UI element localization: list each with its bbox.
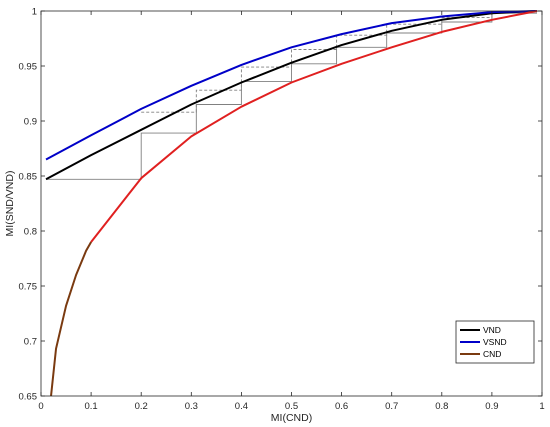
trajectory-group [46,11,537,180]
legend: VND VSND CND [455,320,535,364]
series-line-vsnd [45,10,538,161]
series-line-cnd-red [90,10,538,243]
decoding-trajectory-dashed-line [141,11,537,113]
x-tick-label: 0.6 [335,401,348,412]
x-tick-label: 0.2 [135,401,148,412]
series-line-cnd [50,241,92,397]
series-group [45,10,538,397]
legend-label-vsnd: VSND [483,337,507,347]
x-tick-label: 0.8 [435,401,448,412]
x-tick-label: 0.1 [84,401,97,412]
y-axis-label: MI(SND/VND) [4,171,16,237]
y-tick-label: 0.8 [24,227,37,238]
x-tick-label: 1 [539,401,544,412]
y-tick-label: 0.65 [19,392,38,403]
y-tick-label: 0.9 [24,117,37,128]
decoding-trajectory-line [46,12,537,180]
y-tick-label: 0.95 [19,62,38,73]
x-tick-label: 0.7 [385,401,398,412]
y-tick-label: 1 [32,7,37,18]
ticks-group: 0 0.1 0.2 0.3 0.4 0.5 0.6 0.7 0.8 0.9 1 0.65 0.7 0.75… [19,7,545,413]
x-tick-label: 0.4 [235,401,248,412]
x-tick-label: 0.9 [485,401,498,412]
x-tick-label: 0 [38,401,43,412]
legend-label-vnd: VND [483,325,501,335]
x-tick-label: 0.5 [285,401,298,412]
y-tick-label: 0.75 [19,282,38,293]
series-line-vnd [45,10,538,181]
y-tick-label: 0.7 [24,337,37,348]
x-tick-label: 0.3 [185,401,198,412]
y-tick-label: 0.85 [19,172,38,183]
legend-label-cnd: CND [483,349,501,359]
x-axis-label: MI(CND) [271,412,312,424]
